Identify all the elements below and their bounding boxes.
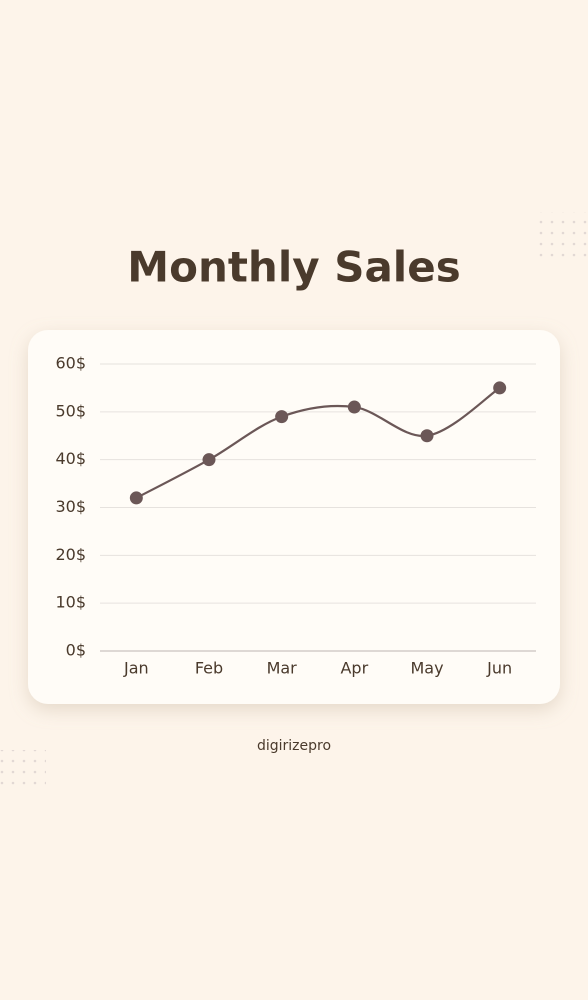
x-tick-label: Feb — [195, 659, 223, 678]
y-tick-label: 60$ — [55, 354, 86, 373]
point — [129, 491, 143, 505]
point — [493, 381, 507, 395]
x-tick-label: Jan — [123, 659, 149, 678]
x-tick-label: Mar — [267, 659, 298, 678]
footer: digirizepro — [257, 738, 331, 754]
y-tick-label: 10$ — [55, 593, 86, 612]
y-tick-label: 30$ — [55, 497, 86, 516]
chart-card — [28, 330, 560, 704]
x-tick-label: Jun — [486, 659, 512, 678]
y-tick-label: 40$ — [55, 449, 86, 468]
x-tick-label: Apr — [340, 659, 368, 678]
y-tick-label: 50$ — [55, 401, 86, 420]
point — [420, 429, 434, 443]
y-tick-label: 20$ — [55, 545, 86, 564]
line — [135, 386, 501, 499]
plot-area: 0$ 10$ 20$ 30$ 40$ 50$ 60$ Jan Feb Mar Apr May Jun — [55, 354, 536, 678]
y-tick-label: 0$ — [66, 641, 86, 660]
dot-decoration — [532, 212, 588, 258]
point — [202, 453, 216, 467]
dot-decoration — [0, 750, 46, 786]
point — [275, 410, 289, 424]
point — [347, 400, 361, 414]
chart-title: Monthly Sales — [127, 243, 460, 292]
x-tick-label: May — [410, 659, 443, 678]
